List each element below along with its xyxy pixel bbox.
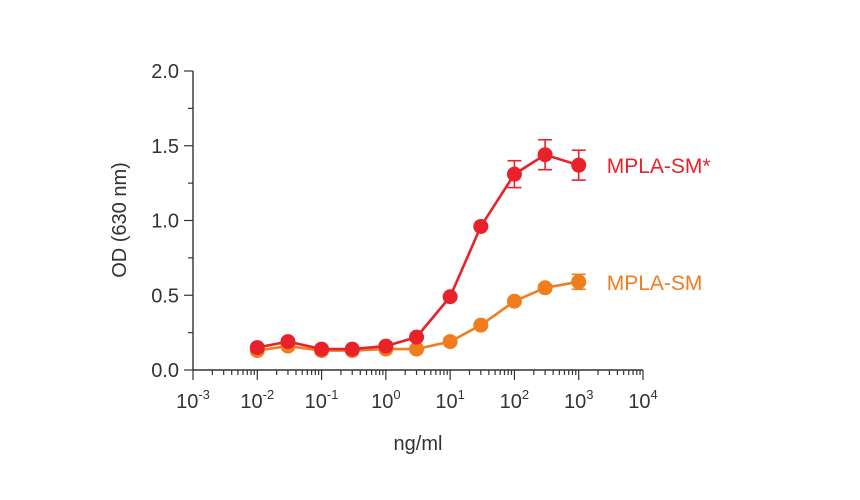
y-tick-label: 2.0: [151, 61, 179, 83]
x-tick-base: 10: [240, 391, 262, 413]
x-axis-title: ng/ml: [394, 433, 443, 455]
data-point: [378, 338, 394, 354]
y-axis-ticks: 0.0 0.5 1.0 1.5 2.0: [151, 61, 193, 382]
x-tick-exponent: 2: [522, 387, 529, 402]
y-tick-label: 1.0: [151, 211, 179, 233]
data-point: [344, 341, 360, 357]
x-tick-base: 10: [500, 391, 522, 413]
y-tick-label: 0.0: [151, 360, 179, 382]
x-tick-label: 10-3: [176, 387, 210, 413]
series-label: MPLA-SM*: [607, 155, 711, 178]
data-point: [314, 341, 330, 357]
data-point: [506, 166, 522, 182]
data-point: [442, 289, 458, 305]
x-tick-label: 101: [435, 387, 464, 413]
y-axis-title: OD (630 nm): [109, 162, 131, 278]
data-point: [280, 334, 296, 350]
x-tick-exponent: 1: [458, 387, 465, 402]
x-tick-label: 10-2: [240, 387, 274, 413]
x-tick-exponent: -2: [263, 387, 275, 402]
data-point: [442, 334, 458, 350]
x-tick-exponent: -3: [198, 387, 210, 402]
y-tick-label: 1.5: [151, 136, 179, 158]
x-tick-exponent: 0: [393, 387, 400, 402]
x-tick-exponent: -1: [327, 387, 339, 402]
x-tick-label: 102: [500, 387, 529, 413]
series-mpla-sm-star: MPLA-SM*: [249, 138, 711, 357]
data-point: [409, 341, 425, 357]
data-point: [506, 293, 522, 309]
x-tick-base: 10: [176, 391, 198, 413]
data-point: [571, 157, 587, 173]
x-tick-label: 104: [628, 387, 657, 413]
series-label: MPLA-SM: [607, 272, 703, 295]
data-point: [473, 317, 489, 333]
series-line: [257, 153, 580, 351]
data-point: [537, 280, 553, 296]
plot-area: [192, 71, 643, 371]
x-tick-exponent: 4: [651, 387, 658, 402]
x-tick-exponent: 3: [586, 387, 593, 402]
x-tick-label: 100: [371, 387, 400, 413]
data-point: [249, 340, 265, 356]
x-tick-label: 103: [564, 387, 593, 413]
x-tick-base: 10: [371, 391, 393, 413]
data-point: [409, 329, 425, 345]
data-point: [473, 218, 489, 234]
x-tick-base: 10: [564, 391, 586, 413]
x-tick-base: 10: [435, 391, 457, 413]
x-tick-base: 10: [305, 391, 327, 413]
x-tick-base: 10: [628, 391, 650, 413]
series-layer: MPLA-SM MPLA-SM*: [249, 138, 711, 359]
data-point: [537, 147, 553, 163]
x-tick-label: 10-1: [305, 387, 339, 413]
x-axis-ticks: 10-3 10-2 10-1 100 101 102 103 104: [176, 370, 658, 413]
data-point: [571, 274, 587, 290]
y-tick-label: 0.5: [151, 285, 179, 307]
